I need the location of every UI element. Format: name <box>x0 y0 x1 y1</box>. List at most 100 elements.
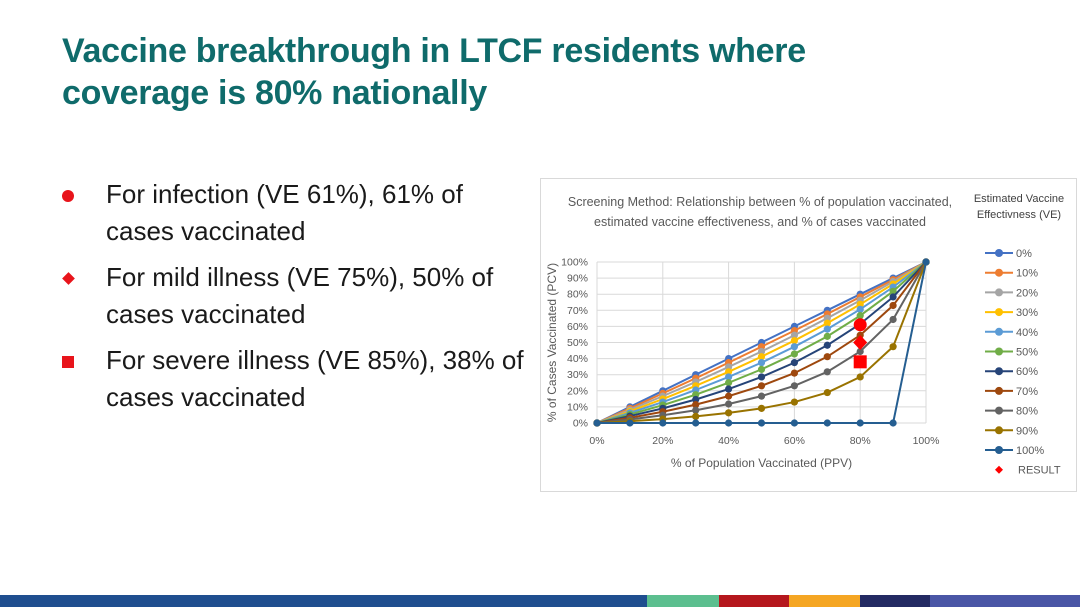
bottom-bar-segment-navy <box>860 595 930 607</box>
data-point-ve-20 <box>790 331 799 339</box>
y-tick-label: 40% <box>567 353 588 365</box>
result-marker-square <box>853 355 867 369</box>
data-point-ve-90 <box>790 398 799 406</box>
data-point-ve-80 <box>725 400 733 408</box>
legend-item-ve-90: 90% <box>985 425 1038 437</box>
legend-marker <box>995 308 1003 317</box>
y-tick-label: 10% <box>567 401 588 413</box>
legend-label: 30% <box>1016 307 1038 319</box>
legend-marker <box>995 268 1003 277</box>
y-tick-label: 90% <box>567 273 588 285</box>
data-point-ve-90 <box>757 404 766 412</box>
legend-label: 80% <box>1016 406 1038 418</box>
bullet-text: For mild illness (VE 75%), 50% of cases … <box>106 262 494 329</box>
data-point-ve-30 <box>823 319 831 327</box>
data-point-ve-40 <box>856 305 864 313</box>
data-point-ve-50 <box>757 365 766 373</box>
bottom-bar-segment-indigo <box>930 595 1080 607</box>
data-point-ve-70 <box>692 401 700 409</box>
legend-item-ve-80: 80% <box>985 406 1038 418</box>
bottom-bar-segment-red <box>719 595 789 607</box>
data-point-ve-100 <box>856 419 864 427</box>
legend-marker-diamond <box>995 465 1003 474</box>
legend-marker <box>995 386 1003 395</box>
data-point-ve-40 <box>757 359 766 367</box>
data-point-ve-60 <box>889 293 897 301</box>
data-point-ve-80 <box>757 392 766 400</box>
data-point-ve-100 <box>593 419 601 427</box>
y-axis-label: % of Cases Vaccinated (PCV) <box>545 263 559 422</box>
data-point-ve-90 <box>692 412 700 420</box>
data-point-ve-40 <box>725 373 733 381</box>
legend-item-result: RESULT <box>995 465 1061 477</box>
bottom-bar-segment-orange <box>789 595 860 607</box>
data-point-ve-60 <box>790 359 799 367</box>
legend-marker <box>995 367 1003 376</box>
x-tick-label: 100% <box>913 435 940 447</box>
y-tick-label: 60% <box>567 321 588 333</box>
x-tick-label: 80% <box>850 435 871 447</box>
chart-title: Screening Method: Relationship between %… <box>567 195 953 229</box>
data-point-ve-20 <box>757 347 766 356</box>
data-point-ve-90 <box>823 388 831 397</box>
bullet-text: For infection (VE 61%), 61% of cases vac… <box>106 179 463 246</box>
legend-item-ve-20: 20% <box>985 287 1038 299</box>
red-circle-bullet-icon <box>62 190 74 202</box>
y-tick-label: 70% <box>567 305 588 317</box>
data-point-ve-50 <box>823 332 831 340</box>
result-marker-diamond <box>853 335 868 350</box>
data-point-ve-40 <box>823 325 831 333</box>
x-tick-label: 60% <box>784 435 805 447</box>
legend-label: 40% <box>1016 327 1038 339</box>
data-point-ve-80 <box>790 382 799 390</box>
bullet-item-severe-illness: For severe illness (VE 85%), 38% of case… <box>56 342 526 416</box>
data-point-ve-70 <box>790 369 799 377</box>
bottom-color-bar <box>0 595 1080 607</box>
data-point-ve-70 <box>757 382 766 390</box>
legend-item-ve-70: 70% <box>985 386 1038 398</box>
y-tick-label: 20% <box>567 385 588 397</box>
legend-marker <box>995 327 1003 336</box>
y-tick-label: 50% <box>567 337 588 349</box>
legend-label: 0% <box>1016 248 1032 260</box>
bullet-list: For infection (VE 61%), 61% of cases vac… <box>56 176 526 425</box>
legend-item-ve-60: 60% <box>985 366 1038 378</box>
x-axis-label: % of Population Vaccinated (PPV) <box>671 456 852 470</box>
legend-item-ve-100: 100% <box>985 445 1044 457</box>
legend-label: 50% <box>1016 347 1038 359</box>
bullet-item-mild-illness: For mild illness (VE 75%), 50% of cases … <box>56 259 526 333</box>
data-point-ve-100 <box>889 419 897 427</box>
series-ve-100 <box>593 258 930 427</box>
data-point-ve-30 <box>757 353 766 361</box>
x-tick-label: 40% <box>718 435 739 447</box>
data-point-ve-100 <box>626 419 634 427</box>
chart-container <box>540 178 1077 492</box>
y-tick-label: 80% <box>567 289 588 301</box>
data-point-ve-70 <box>725 392 733 400</box>
data-point-ve-60 <box>757 373 766 381</box>
legend-item-ve-10: 10% <box>985 268 1038 280</box>
bullet-text: For severe illness (VE 85%), 38% of case… <box>106 345 524 412</box>
legend-label: RESULT <box>1018 465 1061 477</box>
data-point-ve-30 <box>856 300 864 308</box>
data-point-ve-60 <box>692 395 700 404</box>
legend-marker <box>995 249 1003 257</box>
bottom-bar-segment-green <box>647 595 719 607</box>
y-tick-label: 30% <box>567 369 588 381</box>
data-point-ve-80 <box>823 368 831 376</box>
series-ve-80 <box>593 258 930 427</box>
legend-item-ve-50: 50% <box>985 347 1038 359</box>
data-point-ve-90 <box>725 409 733 417</box>
data-point-ve-100 <box>757 419 766 427</box>
data-point-ve-50 <box>725 379 733 387</box>
data-point-ve-30 <box>790 336 799 345</box>
data-point-ve-100 <box>725 419 733 427</box>
legend-label: 90% <box>1016 425 1038 437</box>
data-point-ve-90 <box>856 373 864 381</box>
legend-marker <box>995 446 1003 454</box>
data-point-ve-80 <box>889 315 897 324</box>
legend-title: Estimated Vaccine Effectivness (VE) <box>973 193 1065 221</box>
result-marker-circle <box>853 318 867 332</box>
bottom-bar-segment-blue <box>0 595 647 607</box>
